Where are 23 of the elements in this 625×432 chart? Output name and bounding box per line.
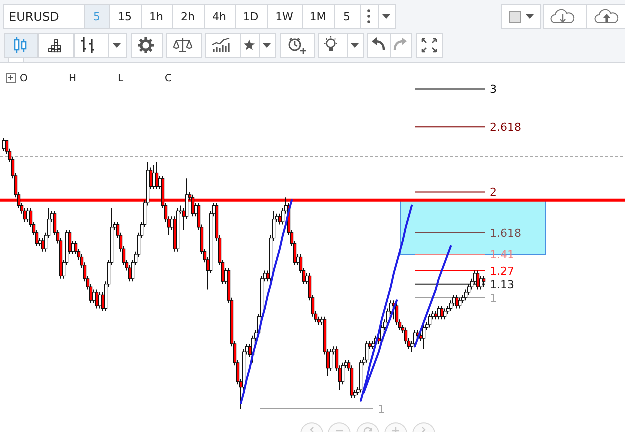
text: L [118,73,124,84]
text: 1 [490,291,497,304]
text: 1.41 [490,248,514,262]
text: H [69,73,77,84]
text: 1M [310,10,326,23]
text: 2.618 [490,120,522,134]
text: 1h [150,10,164,23]
text: 2h [181,10,196,23]
text: 1.618 [490,226,522,240]
chart-title: EURUSD [9,10,60,24]
text: 5 [94,10,100,23]
text: 1W [276,10,294,23]
text: C [165,73,172,84]
text: 2 [490,186,497,199]
text: 1D [243,10,259,23]
text: 1.27 [490,264,514,278]
annotation: 1 [378,402,385,416]
text: 4h [212,10,227,23]
text: 15 [118,10,132,23]
text: O [20,73,28,84]
text: 5 [344,10,350,23]
text: 3 [490,82,497,96]
text: 1.13 [490,278,514,291]
